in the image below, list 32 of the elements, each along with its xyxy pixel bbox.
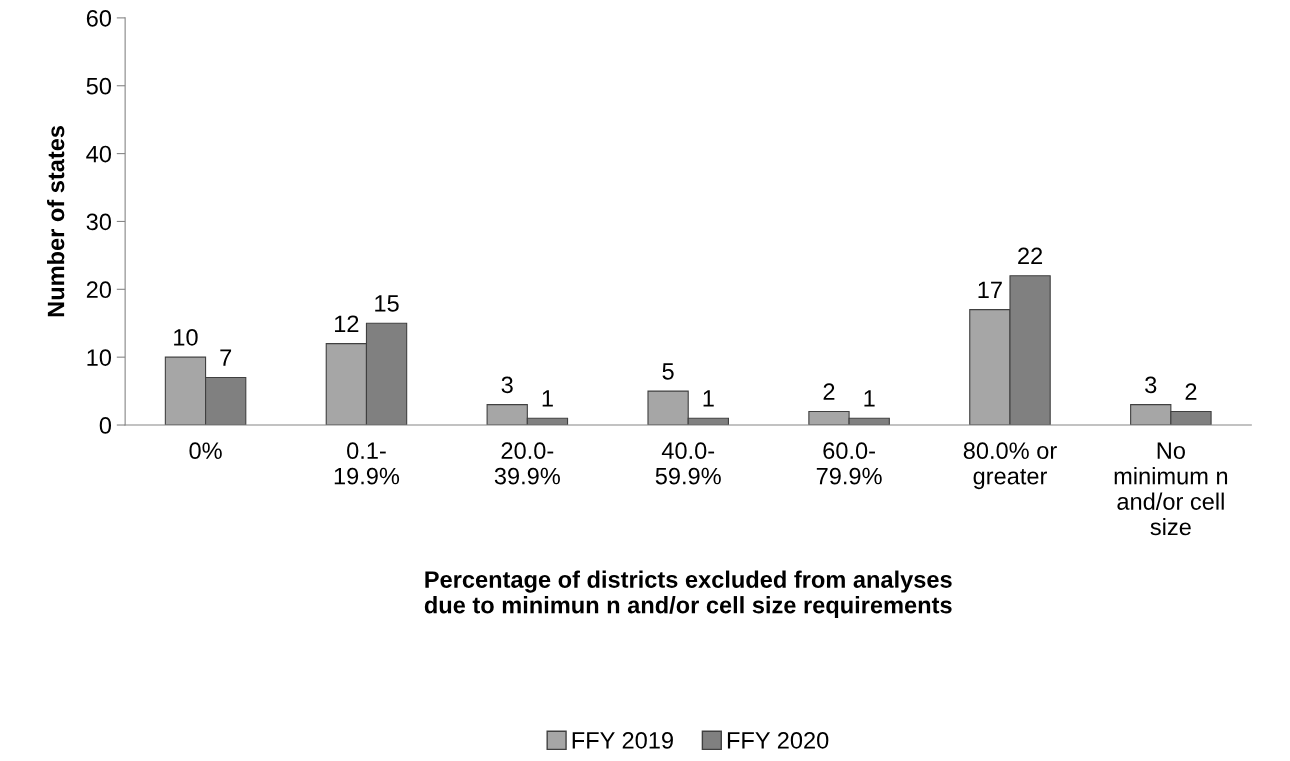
x-tick-label: 40.0- 59.9%: [655, 442, 721, 485]
x-tick-label: 60.0- 79.9%: [816, 442, 882, 485]
data-label: 1: [542, 390, 553, 407]
legend-label: FFY 2019: [572, 732, 673, 749]
data-label: 15: [375, 295, 399, 312]
data-label: 3: [501, 376, 513, 394]
y-tick-label: 0: [99, 417, 112, 434]
data-label: 12: [335, 315, 359, 332]
x-axis-title: Percentage of districts excluded from analyses due to minimun n and/or cell size requirements: [424, 570, 952, 619]
data-label: 1: [703, 390, 714, 407]
y-tick-label: 60: [86, 9, 112, 27]
y-tick-label: 10: [87, 349, 112, 366]
data-label: 22: [1018, 247, 1043, 265]
y-tick-label: 30: [86, 213, 112, 231]
x-tick-label: 0.1- 19.9%: [334, 442, 400, 485]
y-tick-label: 50: [86, 77, 112, 95]
data-label: 3: [1145, 376, 1157, 394]
x-tick-label: No minimum n and/or cell size: [1114, 442, 1228, 536]
y-tick-label: 20: [86, 281, 112, 299]
data-label: 5: [662, 363, 674, 380]
data-label: 7: [220, 349, 232, 366]
x-tick-label: 80.0% or greater: [963, 442, 1057, 490]
legend-label: FFY 2020: [727, 732, 829, 749]
data-label: 2: [1185, 383, 1197, 400]
y-axis-title: Number of states: [47, 125, 65, 317]
data-label: 2: [823, 383, 835, 400]
x-tick-label: 20.0- 39.9%: [494, 442, 560, 485]
data-label: 17: [978, 281, 1002, 298]
x-tick-label: 0%: [189, 442, 222, 460]
data-label: 1: [864, 390, 875, 407]
y-tick-label: 40: [86, 145, 112, 163]
data-label: 10: [174, 328, 198, 346]
